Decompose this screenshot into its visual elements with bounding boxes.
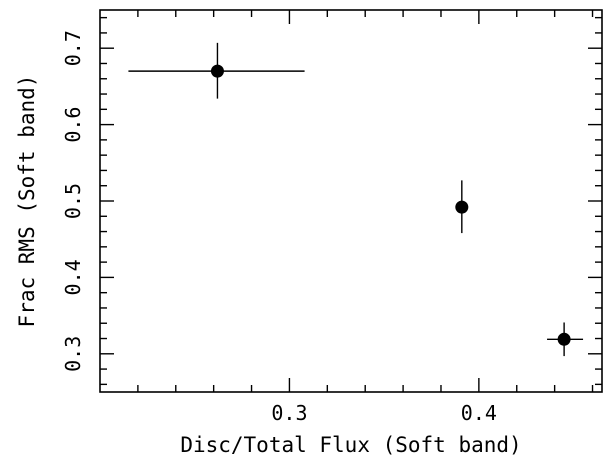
point-marker (210, 64, 224, 78)
y-tick-label: 0.3 (61, 336, 85, 372)
y-tick-label: 0.7 (61, 30, 85, 66)
y-tick-label: 0.5 (61, 183, 85, 219)
y-tick-label: 0.6 (61, 107, 85, 143)
x-tick-label: 0.3 (271, 401, 307, 425)
data-points (128, 42, 584, 357)
data-point (128, 42, 305, 99)
y-tick-label: 0.4 (61, 259, 85, 295)
plot-frame (99, 9, 603, 393)
point-marker (557, 332, 571, 346)
tick-labels: 0.3 0.4 0.3 0.4 0.5 0.6 0.7 (61, 30, 497, 425)
data-point (547, 322, 584, 357)
y-axis-title: Frac RMS (Soft band) (15, 75, 39, 328)
axis-ticks (100, 10, 602, 392)
x-axis-title: Disc/Total Flux (Soft band) (180, 433, 521, 457)
x-tick-label: 0.4 (461, 401, 497, 425)
point-marker (455, 200, 469, 214)
data-point (455, 180, 469, 234)
